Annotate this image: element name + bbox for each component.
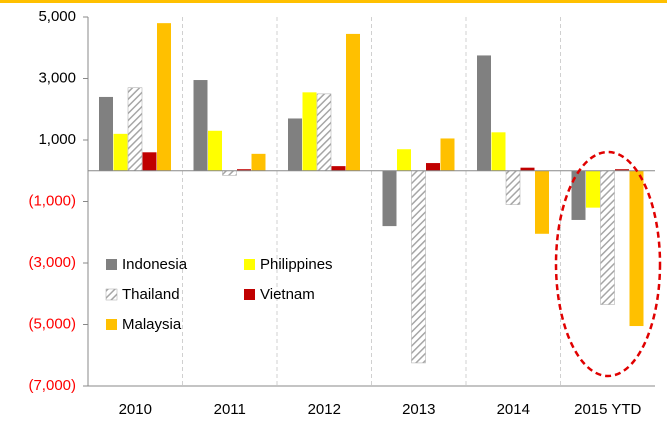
- bar: [629, 170, 644, 327]
- y-tick-label: (7,000): [28, 377, 76, 394]
- x-tick-label: 2015 YTD: [574, 401, 641, 418]
- bar: [426, 163, 440, 171]
- bar: [142, 152, 157, 171]
- bar: [237, 169, 251, 171]
- bar: [251, 153, 266, 171]
- x-tick-label: 2012: [308, 401, 341, 418]
- legend-swatch: [106, 319, 117, 330]
- legend-label: Philippines: [260, 256, 333, 273]
- legend-label: Malaysia: [122, 316, 182, 333]
- bar: [127, 87, 143, 171]
- legend-label: Vietnam: [260, 286, 315, 303]
- y-tick-label: 1,000: [38, 131, 76, 148]
- bar: [477, 55, 491, 171]
- bar: [157, 23, 171, 171]
- bar: [571, 170, 586, 220]
- bar: [302, 92, 317, 171]
- bar: [586, 170, 600, 208]
- bar: [222, 170, 237, 176]
- bar: [288, 118, 302, 171]
- bar: [331, 166, 346, 171]
- y-tick-label: (1,000): [28, 192, 76, 209]
- x-tick-label: 2014: [497, 401, 530, 418]
- bar: [397, 149, 411, 171]
- top-bar: [0, 0, 667, 3]
- bar: [411, 170, 426, 364]
- legend-swatch: [106, 259, 117, 270]
- bar: [382, 170, 397, 227]
- bar: [535, 170, 549, 234]
- bar: [99, 96, 113, 171]
- legend-swatch: [244, 259, 255, 270]
- bar: [600, 170, 615, 305]
- bar: [193, 80, 208, 171]
- legend-swatch: [244, 289, 255, 300]
- bar: [505, 170, 521, 205]
- bar: [113, 133, 128, 171]
- bar: [615, 169, 629, 171]
- x-tick-label: 2010: [119, 401, 152, 418]
- y-tick-label: 5,000: [38, 8, 76, 25]
- y-tick-label: (5,000): [28, 315, 76, 332]
- bar: [520, 167, 535, 171]
- bar: [316, 93, 332, 171]
- plot-area: (7,000) (5,000) (3,000) (1,000) 1,000 3,000 5,…: [28, 8, 655, 418]
- bar: [208, 130, 222, 171]
- y-tick-label: (3,000): [28, 254, 76, 271]
- bar: [491, 132, 506, 171]
- bar: [440, 138, 455, 171]
- x-tick-label: 2011: [214, 401, 246, 418]
- legend-swatch: [105, 288, 118, 301]
- highlight-ellipse: [554, 150, 662, 378]
- legend-label: Thailand: [122, 286, 180, 303]
- legend-label: Indonesia: [122, 256, 188, 273]
- x-tick-label: 2013: [402, 401, 435, 418]
- bar: [346, 33, 360, 171]
- y-tick-label: 3,000: [38, 69, 76, 86]
